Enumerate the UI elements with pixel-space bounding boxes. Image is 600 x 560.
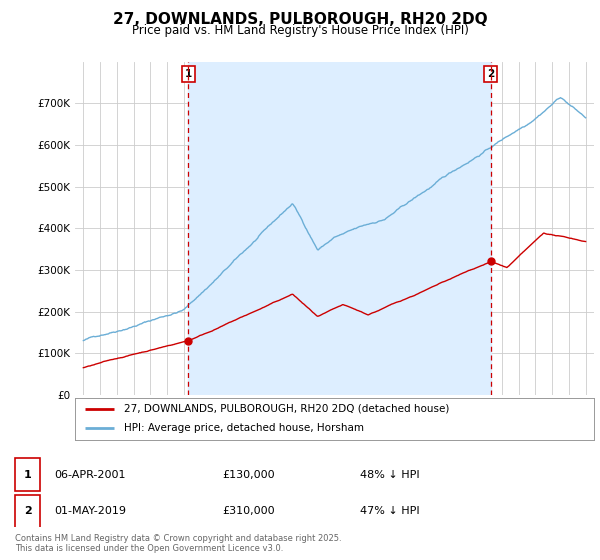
Text: £130,000: £130,000 xyxy=(222,469,275,479)
Text: Contains HM Land Registry data © Crown copyright and database right 2025.
This d: Contains HM Land Registry data © Crown c… xyxy=(15,534,341,553)
Text: HPI: Average price, detached house, Horsham: HPI: Average price, detached house, Hors… xyxy=(124,423,364,433)
Text: 27, DOWNLANDS, PULBOROUGH, RH20 2DQ (detached house): 27, DOWNLANDS, PULBOROUGH, RH20 2DQ (det… xyxy=(124,404,449,414)
Text: 27, DOWNLANDS, PULBOROUGH, RH20 2DQ: 27, DOWNLANDS, PULBOROUGH, RH20 2DQ xyxy=(113,12,487,27)
Text: 01-MAY-2019: 01-MAY-2019 xyxy=(54,506,126,516)
Text: £310,000: £310,000 xyxy=(222,506,275,516)
Bar xyxy=(15,494,40,528)
Text: 2: 2 xyxy=(24,506,31,516)
Text: 06-APR-2001: 06-APR-2001 xyxy=(54,469,125,479)
Text: 48% ↓ HPI: 48% ↓ HPI xyxy=(360,469,419,479)
Bar xyxy=(188,62,491,395)
Text: 2: 2 xyxy=(487,69,494,79)
Text: 47% ↓ HPI: 47% ↓ HPI xyxy=(360,506,419,516)
Text: 1: 1 xyxy=(185,69,192,79)
Text: 1: 1 xyxy=(24,469,31,479)
Text: Price paid vs. HM Land Registry's House Price Index (HPI): Price paid vs. HM Land Registry's House … xyxy=(131,24,469,37)
Bar xyxy=(15,458,40,491)
